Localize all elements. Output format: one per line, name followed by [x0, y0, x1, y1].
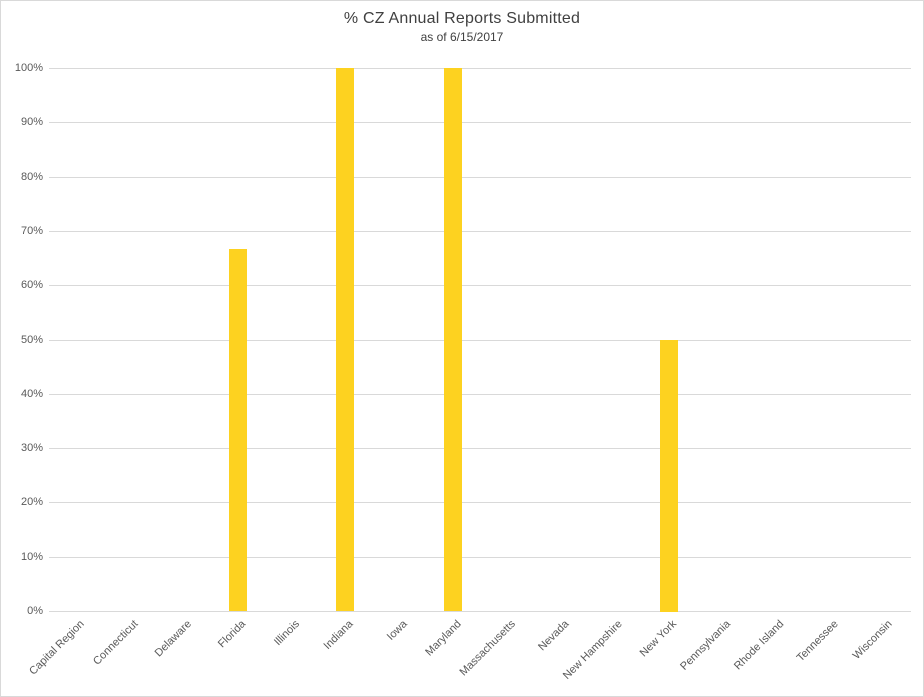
bar-new-york: [660, 340, 678, 612]
y-axis-tick-label-0: 0%: [27, 605, 43, 617]
bar-florida: [229, 249, 247, 611]
x-axis-label-tennessee: Tennessee: [794, 618, 841, 665]
bar-maryland: [444, 68, 462, 611]
gridline-30: [49, 448, 911, 449]
y-axis-tick-label-40: 40%: [20, 388, 43, 400]
gridline-80: [49, 177, 911, 178]
y-axis-tick-label-60: 60%: [20, 279, 43, 291]
gridline-60: [49, 285, 911, 286]
chart-title-block: % CZ Annual Reports Submitted as of 6/15…: [1, 10, 923, 44]
x-axis-label-maryland: Maryland: [423, 618, 464, 659]
bar-indiana: [336, 68, 354, 611]
x-axis-label-indiana: Indiana: [321, 618, 356, 653]
y-axis-tick-label-70: 70%: [20, 225, 43, 237]
gridline-70: [49, 231, 911, 232]
gridline-20: [49, 502, 911, 503]
gridline-50: [49, 340, 911, 341]
y-axis-tick-label-100: 100%: [14, 62, 43, 74]
x-axis-label-rhode-island: Rhode Island: [732, 618, 787, 673]
x-axis-label-iowa: Iowa: [384, 618, 410, 643]
y-axis-tick-label-50: 50%: [20, 334, 43, 346]
y-axis-tick-label-30: 30%: [20, 442, 43, 454]
gridline-100: [49, 68, 911, 69]
x-axis-label-nevada: Nevada: [535, 618, 572, 654]
x-axis-label-connecticut: Connecticut: [90, 618, 141, 668]
x-axis-label-new-hampshire: New Hampshire: [561, 618, 626, 682]
gridline-10: [49, 557, 911, 558]
y-axis-tick-label-90: 90%: [20, 116, 43, 128]
chart-subtitle: as of 6/15/2017: [420, 30, 504, 44]
gridline-40: [49, 394, 911, 395]
y-axis-tick-label-20: 20%: [20, 496, 43, 508]
y-axis-tick-label-10: 10%: [20, 551, 43, 563]
x-axis-label-wisconsin: Wisconsin: [850, 618, 895, 662]
x-axis-label-delaware: Delaware: [152, 618, 195, 660]
x-axis-label-florida: Florida: [215, 618, 249, 651]
x-axis-label-capital-region: Capital Region: [26, 618, 87, 678]
chart-title: % CZ Annual Reports Submitted: [343, 10, 581, 27]
gridline-0: [49, 611, 911, 612]
y-axis-tick-label-80: 80%: [20, 171, 43, 183]
gridline-90: [49, 122, 911, 123]
x-axis-label-illinois: Illinois: [271, 618, 302, 649]
x-axis-label-new-york: New York: [637, 618, 680, 660]
x-axis-label-massachusetts: Massachusetts: [457, 618, 518, 679]
x-axis-label-pennsylvania: Pennsylvania: [678, 618, 733, 673]
